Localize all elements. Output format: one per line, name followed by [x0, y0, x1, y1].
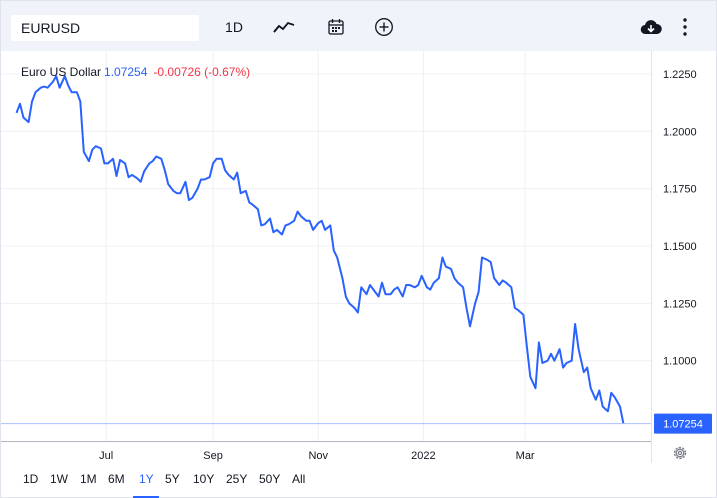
cloud-download-icon[interactable] — [639, 13, 663, 41]
legend-name: Euro US Dollar — [21, 65, 102, 79]
timeframe-all[interactable]: All — [292, 472, 306, 486]
plus-circle-icon[interactable] — [372, 13, 396, 41]
timeframe-10y[interactable]: 10Y — [193, 472, 215, 486]
y-tick-label: 1.1500 — [663, 241, 697, 253]
y-tick-label: 1.1250 — [663, 298, 697, 310]
x-tick-label: Sep — [203, 450, 223, 462]
y-tick-label: 1.1000 — [663, 356, 697, 368]
plus-circle-icon-glyph — [375, 18, 393, 36]
symbol-search-input[interactable]: EURUSD — [11, 15, 199, 41]
series-line — [15, 75, 625, 424]
calendar-icon-glyph — [328, 19, 344, 35]
chart-legend: Euro US Dollar 1.07254 -0.00726 (-0.67%) — [21, 65, 250, 79]
line-chart-icon-glyph — [273, 21, 295, 33]
y-tick-label: 1.2250 — [663, 69, 697, 81]
timeframe-1y[interactable]: 1Y — [139, 472, 154, 486]
active-timeframe-indicator — [133, 496, 159, 498]
timeframe-1m[interactable]: 1M — [80, 472, 97, 486]
x-tick-label: Jul — [99, 450, 113, 462]
gear-icon-glyph — [673, 446, 687, 460]
x-tick-label: Mar — [516, 450, 535, 462]
timeframe-1d[interactable]: 1D — [23, 472, 39, 486]
last-price-badge — [654, 413, 712, 434]
cloud-download-icon-glyph — [640, 20, 662, 35]
timeframe-5y[interactable]: 5Y — [165, 472, 180, 486]
calendar-icon[interactable] — [324, 13, 348, 41]
top-toolbar: EURUSD 1D — [1, 1, 716, 51]
legend-change: -0.00726 (-0.67%) — [153, 65, 251, 79]
price-chart[interactable]: 1.2250 1.2000 1.1750 1.1500 1.1250 1.1000 Jul S… — [1, 1, 716, 463]
more-vertical-icon-glyph — [683, 18, 687, 36]
more-vertical-icon[interactable] — [677, 13, 693, 41]
last-price-label: 1.07254 — [663, 419, 703, 431]
timeframe-bar: 1D 1W 1M 6M 1Y 5Y 10Y 25Y 50Y All — [1, 462, 717, 498]
x-tick-label: 2022 — [411, 450, 435, 462]
y-tick-label: 1.1750 — [663, 184, 697, 196]
x-tick-label: Nov — [308, 450, 328, 462]
timeframe-50y[interactable]: 50Y — [259, 472, 281, 486]
interval-button[interactable]: 1D — [225, 19, 243, 35]
timeframe-25y[interactable]: 25Y — [226, 472, 248, 486]
legend-last-price: 1.07254 — [104, 65, 148, 79]
timeframe-6m[interactable]: 6M — [108, 472, 125, 486]
timeframe-1w[interactable]: 1W — [50, 472, 68, 486]
gear-icon[interactable] — [671, 444, 689, 462]
line-chart-icon[interactable] — [271, 13, 297, 41]
y-tick-label: 1.2000 — [663, 126, 697, 138]
